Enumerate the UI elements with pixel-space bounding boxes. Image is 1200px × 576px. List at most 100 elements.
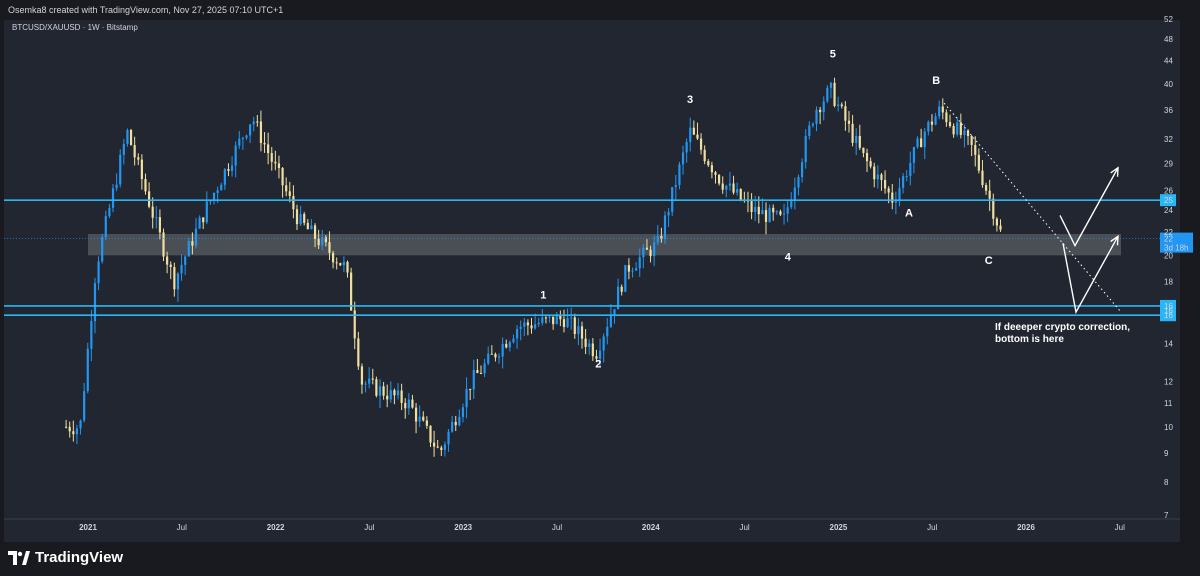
candle xyxy=(562,309,566,333)
candle-body xyxy=(840,104,843,107)
candle xyxy=(941,98,944,120)
candle-body xyxy=(277,163,281,168)
candle xyxy=(144,173,147,195)
candle xyxy=(508,340,511,352)
candle xyxy=(988,179,991,211)
candle xyxy=(173,262,176,297)
bullish-scenario-arrow[interactable] xyxy=(1059,166,1119,248)
candle xyxy=(147,182,151,209)
candle-body xyxy=(230,165,234,171)
candle xyxy=(804,129,807,169)
candle xyxy=(663,211,667,244)
candle-body xyxy=(223,169,226,185)
deep-correction-arrow[interactable] xyxy=(1062,234,1119,315)
y-tick-label: 14 xyxy=(1164,340,1173,349)
candle xyxy=(869,157,872,169)
candle xyxy=(559,310,562,327)
candle-body xyxy=(364,383,367,385)
candle-body xyxy=(815,109,818,124)
candle xyxy=(894,191,897,215)
candle xyxy=(548,315,551,323)
candle xyxy=(732,175,735,195)
candle-body xyxy=(963,130,966,135)
candle-body xyxy=(515,329,519,339)
candle-body xyxy=(476,370,479,373)
candle xyxy=(198,215,201,230)
candle-body xyxy=(851,123,854,143)
candle xyxy=(220,182,223,191)
candle xyxy=(79,419,82,435)
candle-body xyxy=(804,135,807,163)
candle-body xyxy=(757,206,760,215)
candle xyxy=(238,131,241,149)
candle xyxy=(180,254,183,281)
wave-label-C: C xyxy=(985,255,993,267)
candle xyxy=(375,376,378,398)
candle xyxy=(797,174,800,196)
candle-body xyxy=(68,426,71,432)
wave-label-1: 1 xyxy=(540,289,546,301)
candle-body xyxy=(880,174,883,181)
candle-body xyxy=(660,235,663,240)
level-badge-label: 16 xyxy=(1164,302,1173,311)
candle xyxy=(137,153,140,166)
candle-body xyxy=(833,82,836,106)
candle xyxy=(764,202,768,235)
candle xyxy=(184,254,187,275)
candle-body xyxy=(865,152,869,162)
candle-body xyxy=(544,317,548,319)
candle xyxy=(736,182,739,196)
candle xyxy=(414,402,418,434)
candle xyxy=(667,208,670,228)
candle xyxy=(461,403,465,423)
candle xyxy=(429,425,432,448)
candle-body xyxy=(934,116,937,125)
candle xyxy=(256,114,259,127)
candle xyxy=(411,394,414,409)
candle xyxy=(187,237,190,257)
candle-body xyxy=(234,145,237,166)
candle xyxy=(786,200,789,223)
candle xyxy=(328,231,331,260)
y-tick-label: 12 xyxy=(1164,378,1173,387)
candle xyxy=(952,123,955,138)
candle xyxy=(930,114,934,132)
candle-body xyxy=(443,444,447,450)
candle-body xyxy=(714,172,717,175)
trend-line[interactable] xyxy=(943,102,1122,313)
candle-body xyxy=(811,123,815,126)
candle-body xyxy=(501,343,504,357)
candle xyxy=(624,264,627,293)
candle-body xyxy=(728,183,732,186)
candle xyxy=(631,267,634,278)
candle-body xyxy=(562,319,566,328)
candle-body xyxy=(378,386,382,396)
candle-body xyxy=(479,372,483,374)
candle xyxy=(86,342,89,394)
annotation-line-1: If deeeper crypto correction, xyxy=(995,322,1131,333)
candle xyxy=(779,209,782,217)
candle xyxy=(627,258,631,280)
candle xyxy=(678,161,681,190)
candle xyxy=(743,191,746,203)
candle-body xyxy=(945,112,948,123)
candle-body xyxy=(400,390,403,403)
candle xyxy=(479,365,483,375)
level-badge-label: 16 xyxy=(1164,311,1173,320)
candle xyxy=(649,245,652,263)
candle-body xyxy=(270,153,273,162)
candle-body xyxy=(396,390,400,396)
tradingview-logo[interactable]: TradingView xyxy=(8,549,123,566)
candle-body xyxy=(205,201,208,223)
candle-body xyxy=(966,130,970,137)
candle-body xyxy=(869,161,872,167)
candle-body xyxy=(79,420,82,429)
y-tick-label: 44 xyxy=(1164,56,1173,65)
candle xyxy=(515,325,519,349)
candle-body xyxy=(72,431,75,435)
candle xyxy=(299,205,302,227)
candle xyxy=(202,217,205,229)
candle-body xyxy=(65,426,68,428)
candle xyxy=(595,349,598,362)
